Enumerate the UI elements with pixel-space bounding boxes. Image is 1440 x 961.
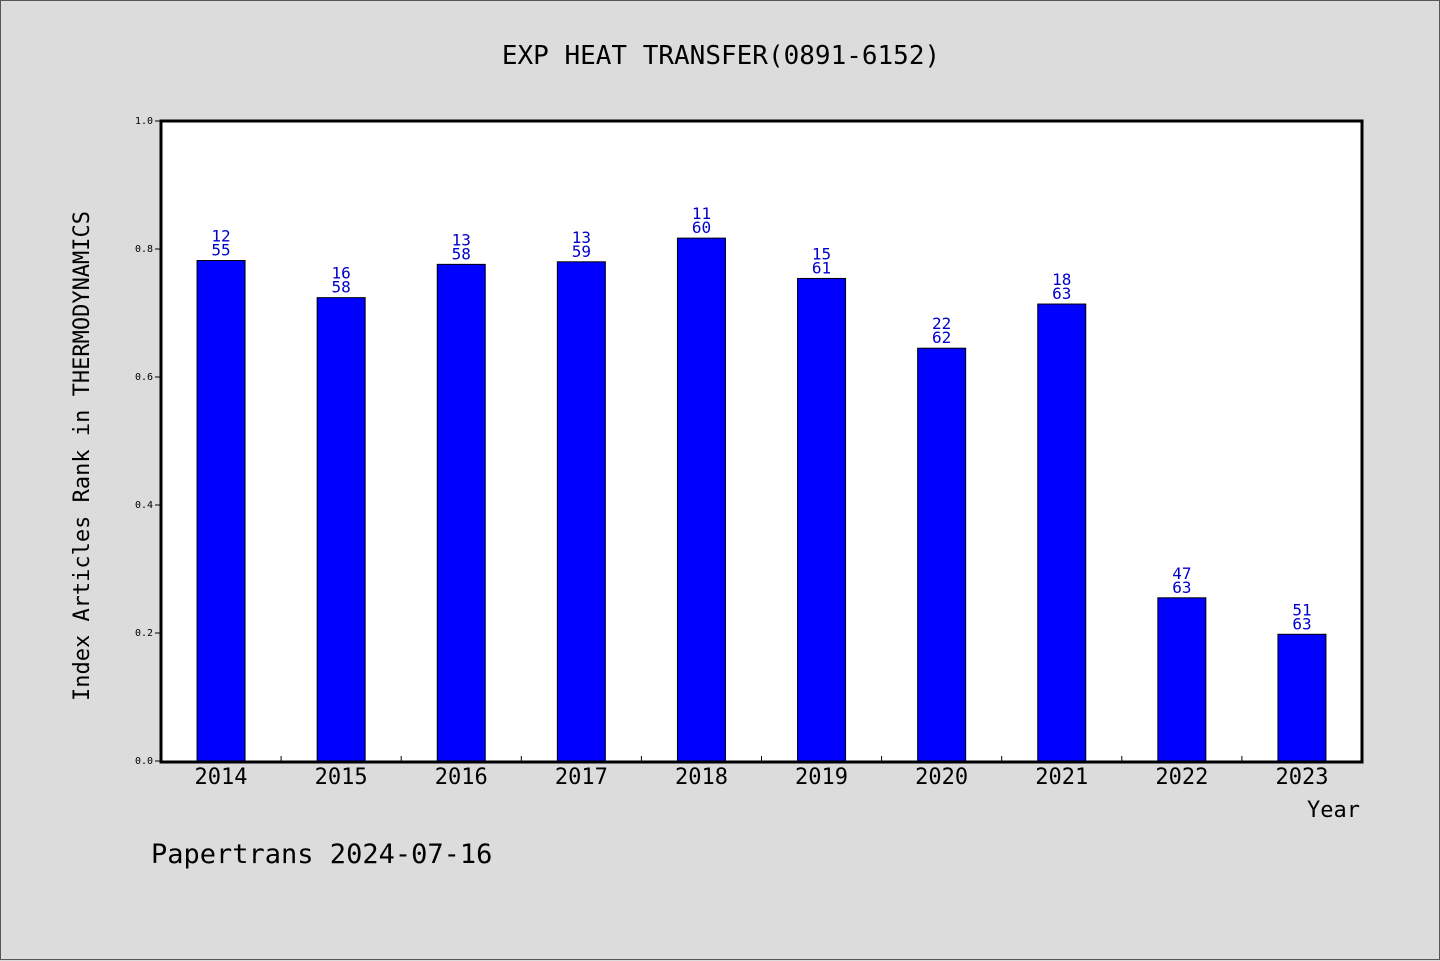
rank-label: 22 bbox=[932, 314, 951, 333]
x-tick-label: 2017 bbox=[555, 765, 608, 790]
bar-2015 bbox=[316, 297, 366, 762]
rank-label: 18 bbox=[1052, 270, 1071, 289]
rank-label: 47 bbox=[1172, 564, 1191, 583]
y-tick-label: 0.4 bbox=[135, 500, 153, 511]
total-label: 63 bbox=[1172, 578, 1191, 597]
total-label: 63 bbox=[1052, 284, 1071, 303]
bar-2022 bbox=[1157, 597, 1207, 762]
rank-label: 13 bbox=[452, 230, 471, 249]
total-label: 60 bbox=[692, 218, 711, 237]
bar-2021 bbox=[1037, 303, 1087, 762]
footer-credit: Papertrans 2024-07-16 bbox=[151, 839, 492, 870]
bar-2019 bbox=[797, 277, 847, 762]
y-tick-label: 1.0 bbox=[135, 116, 153, 127]
rank-label: 51 bbox=[1292, 600, 1311, 619]
rank-label: 12 bbox=[211, 227, 230, 246]
rank-label: 16 bbox=[332, 264, 351, 283]
x-tick-label: 2014 bbox=[195, 765, 248, 790]
x-tick-label: 2020 bbox=[915, 765, 968, 790]
y-tick-label: 0.8 bbox=[135, 244, 153, 255]
x-tick-label: 2023 bbox=[1275, 765, 1328, 790]
y-axis: 0.0 0.2 0.4 0.6 0.8 1.0 bbox=[135, 116, 161, 767]
y-tick-label: 0.0 bbox=[135, 756, 153, 767]
total-label: 58 bbox=[332, 278, 351, 297]
x-tick-label: 2019 bbox=[795, 765, 848, 790]
bar-2016 bbox=[436, 263, 486, 762]
bar-2023 bbox=[1277, 633, 1327, 762]
total-label: 58 bbox=[452, 244, 471, 263]
x-axis: 2014 2015 2016 2017 2018 2019 2020 2021 2022 2023 bbox=[195, 756, 1328, 790]
rank-label: 13 bbox=[572, 228, 591, 247]
x-tick-label: 2018 bbox=[675, 765, 728, 790]
bar-2014 bbox=[196, 260, 246, 762]
x-tick-label: 2016 bbox=[435, 765, 488, 790]
x-axis-title: Year bbox=[1307, 798, 1360, 823]
x-tick-label: 2022 bbox=[1155, 765, 1208, 790]
rank-label: 11 bbox=[692, 204, 711, 223]
bar-2020 bbox=[917, 347, 967, 762]
total-label: 63 bbox=[1292, 614, 1311, 633]
bars bbox=[196, 237, 1327, 762]
bar-2018 bbox=[676, 237, 726, 762]
total-label: 55 bbox=[211, 241, 230, 260]
chart-title: EXP HEAT TRANSFER(0891-6152) bbox=[502, 41, 940, 71]
rank-label: 15 bbox=[812, 244, 831, 263]
bar-2017 bbox=[556, 261, 606, 762]
total-label: 61 bbox=[812, 258, 831, 277]
x-tick-label: 2015 bbox=[315, 765, 368, 790]
y-tick-label: 0.2 bbox=[135, 628, 153, 639]
y-tick-label: 0.6 bbox=[135, 372, 153, 383]
x-tick-label: 2021 bbox=[1035, 765, 1088, 790]
y-axis-title: Index Articles Rank in THERMODYNAMICS bbox=[70, 211, 95, 701]
total-label: 62 bbox=[932, 328, 951, 347]
total-label: 59 bbox=[572, 242, 591, 261]
